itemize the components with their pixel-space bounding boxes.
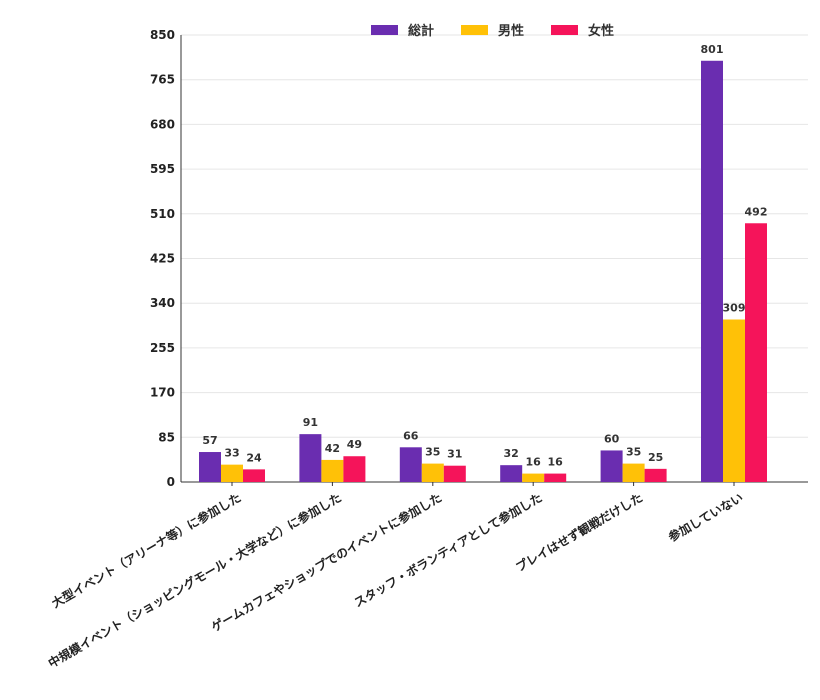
bar-value-label: 33 [224,447,239,460]
bar-value-label: 16 [548,456,564,469]
bar-value-label: 42 [325,442,340,455]
y-tick-label: 510 [150,207,175,221]
bar-value-label: 91 [303,416,318,429]
bar [723,319,745,482]
bar [299,434,322,482]
bar-value-label: 492 [745,205,768,218]
y-tick-label: 425 [150,252,175,266]
legend-label: 総計 [408,23,434,39]
x-category-label: 参加していない [666,490,746,545]
bar-value-label: 309 [723,302,746,315]
bar [321,459,344,482]
bar [243,469,265,482]
bar [500,465,523,482]
y-tick-label: 170 [150,386,175,400]
y-tick-label: 0 [167,475,175,489]
bar-value-label: 35 [425,446,440,459]
legend-label: 男性 [498,23,524,39]
y-tick-label: 850 [150,28,175,42]
legend-label: 女性 [588,23,614,39]
bar [399,447,422,482]
legend-swatch [551,25,578,35]
bar-value-label: 49 [347,438,362,451]
bar-value-label: 66 [403,429,419,442]
bar-value-label: 16 [526,456,542,469]
bar [644,468,667,482]
y-tick-label: 595 [150,162,175,176]
bar [522,473,545,482]
bar [544,473,567,482]
legend-swatch [461,25,488,35]
bar-value-label: 25 [648,451,663,464]
grid-lines [181,34,808,438]
bar-value-label: 801 [701,43,724,56]
x-category-label: 大型イベント（アリーナ等）に参加した [49,490,244,611]
bar-value-label: 60 [604,432,620,445]
bar-value-label: 32 [504,447,519,460]
y-tick-label: 85 [158,430,175,444]
y-tick-label: 255 [150,341,175,355]
x-category-label: スタッフ・ボランティアとして参加した [351,490,544,610]
bar [622,463,645,482]
bar [745,223,767,483]
legend: 総計 男性 女性 [371,23,614,39]
bar-value-label: 31 [447,448,462,461]
bar [600,450,623,482]
bar-value-label: 57 [202,434,217,447]
bar-value-label: 24 [246,451,262,464]
y-tick-label: 680 [150,117,175,131]
bar [421,463,444,482]
y-tick-label: 765 [150,73,175,87]
bar [443,465,466,482]
bar [221,464,243,482]
bar [701,60,723,482]
y-tick-label: 340 [150,296,175,310]
bar [199,452,221,482]
bar-value-label: 35 [626,446,641,459]
legend-swatch [371,25,398,35]
bar [343,456,366,482]
